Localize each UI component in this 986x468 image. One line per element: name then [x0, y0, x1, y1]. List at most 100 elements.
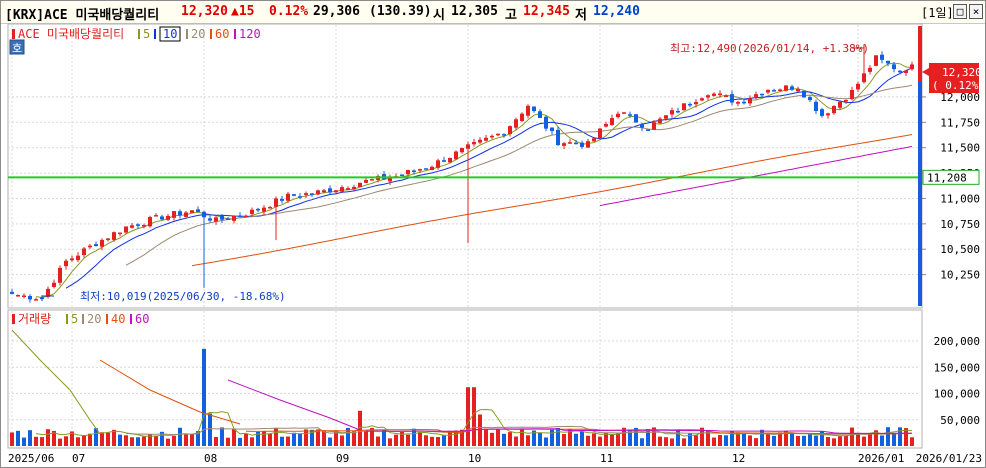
volume-bar	[868, 433, 872, 446]
low-arrow-icon	[41, 295, 54, 302]
moving-average-lines	[35, 62, 913, 299]
symbol-title: [KRX]ACE 미국배당퀄리티	[5, 8, 160, 23]
volume-bar	[694, 435, 698, 446]
volume-bar	[508, 432, 512, 446]
volume-bar	[544, 437, 548, 446]
volume-bar	[748, 435, 752, 446]
price-change-pct: 0.12%	[269, 4, 309, 19]
candle-body	[256, 208, 260, 211]
volume-bar	[250, 437, 254, 446]
candle-body	[778, 89, 782, 91]
volume-bar	[784, 430, 788, 446]
volume-bar	[376, 436, 380, 446]
candle-body	[790, 86, 794, 90]
candle-body	[586, 141, 590, 148]
volume-bar	[310, 429, 314, 446]
volume-bar	[778, 432, 782, 446]
period-selector[interactable]: [1일]	[921, 6, 954, 20]
volume-bar	[412, 428, 416, 446]
volume-bar	[472, 387, 476, 446]
volume-bar	[772, 435, 776, 446]
volume-bar	[16, 430, 20, 446]
candle-body	[784, 85, 788, 91]
candle-body	[460, 148, 464, 153]
volume-bar	[82, 435, 86, 446]
quote-badge[interactable]	[9, 39, 25, 55]
candle-body	[16, 294, 20, 297]
candle-body	[628, 114, 632, 116]
volume-tick-label: 150,000	[934, 361, 980, 374]
volume-bar	[700, 427, 704, 446]
volume-bar	[718, 434, 722, 446]
right-scroll-bar[interactable]	[918, 26, 922, 306]
volume-bar	[478, 414, 482, 446]
volume-ma-60-line	[365, 428, 913, 434]
volume-bar	[88, 433, 92, 446]
volume-bar	[202, 348, 206, 446]
volume-bar	[592, 433, 596, 446]
price-scroll-marker	[918, 26, 922, 82]
volume-bar	[838, 436, 842, 446]
volume-bar	[322, 430, 326, 446]
legend-ma-20: 20	[191, 27, 205, 41]
candle-body	[754, 94, 758, 97]
ma-120-line	[599, 145, 913, 207]
candle-body	[172, 211, 176, 218]
volume-bar	[730, 431, 734, 446]
low-value: 12,240	[593, 4, 640, 19]
candle-body	[166, 215, 170, 220]
volume-bar	[496, 429, 500, 446]
volume-bar	[574, 433, 578, 446]
legend-ma-10-selected[interactable]	[159, 26, 181, 42]
candle-body	[844, 100, 848, 102]
volume-bar	[262, 431, 266, 446]
candles	[10, 47, 914, 303]
candle-body	[226, 218, 230, 220]
volume-bar	[766, 432, 770, 446]
candle-body	[340, 187, 344, 192]
candle-body	[862, 73, 866, 83]
candle-body	[160, 216, 164, 220]
candle-body	[832, 106, 836, 114]
candle-body	[568, 142, 572, 144]
quote-badge-label: 호	[12, 42, 22, 55]
volume-legend: 거래량 5 20 40 60	[12, 312, 149, 326]
legend-ma-120: 120	[239, 27, 261, 41]
volume-bar	[790, 432, 794, 446]
volume-bar	[820, 431, 824, 446]
candle-body	[730, 94, 734, 103]
candle-body	[64, 260, 68, 267]
volume-bar	[334, 430, 338, 446]
candle-body	[106, 238, 110, 241]
candle-body	[124, 226, 128, 233]
candle-body	[76, 255, 80, 261]
volume-bar	[502, 433, 506, 446]
volume-bar	[460, 429, 464, 446]
quote-header: [KRX]ACE 미국배당퀄리티 12,320 ▲15 0.12% 29,306…	[1, 1, 985, 24]
volume-bar	[328, 437, 332, 446]
candle-body	[640, 123, 644, 128]
volume-bar	[358, 410, 362, 446]
volume-bar	[454, 430, 458, 446]
volume-bar	[646, 429, 650, 446]
candle-body	[622, 112, 626, 114]
open-label: 시	[433, 8, 445, 23]
candle-body	[298, 196, 302, 198]
volume-bar	[628, 430, 632, 446]
volume-bar	[556, 427, 560, 446]
volume-bar	[844, 435, 848, 446]
price-legend: ACE 미국배당퀄리티 5 10 20 60 120	[12, 26, 261, 42]
volume-bar	[34, 436, 38, 446]
candle-body	[112, 232, 116, 240]
minimize-button[interactable]: □	[953, 4, 967, 19]
volume-bar	[736, 432, 740, 446]
low-label: 저	[575, 8, 587, 23]
candle-body	[688, 104, 692, 106]
candle-body	[442, 160, 446, 162]
candle-body	[694, 102, 698, 105]
candle-body	[814, 101, 818, 112]
volume-bar	[340, 435, 344, 446]
candle-body	[310, 193, 314, 195]
volume-legend-ma-20: 20	[87, 312, 101, 326]
close-button[interactable]: ×	[969, 4, 983, 19]
